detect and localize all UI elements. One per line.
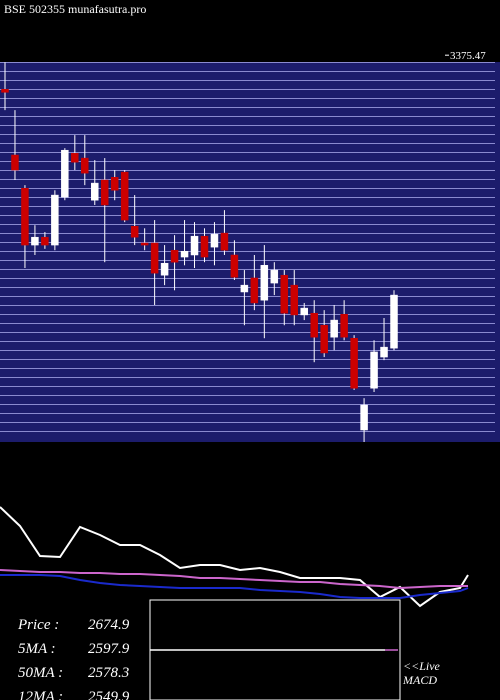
stats: Price : 2674.9 5MA : 2597.9 50MA : 2578.3 12MA… <box>17 617 130 700</box>
stat-value: 2549.9 <box>88 689 130 700</box>
candle-body <box>230 254 239 278</box>
candle-body <box>290 284 299 316</box>
candle-body <box>200 235 209 258</box>
stat-value: 2674.9 <box>88 617 130 633</box>
candle-body <box>390 294 398 349</box>
candle-body <box>170 249 179 263</box>
candle-body <box>280 274 289 314</box>
candle-body <box>41 236 49 246</box>
candle-body <box>120 171 129 221</box>
candle-body <box>190 235 199 256</box>
candle-body <box>240 284 249 293</box>
y-tick-label: 3375.47 <box>450 50 486 62</box>
stat-value: 2578.3 <box>88 665 129 681</box>
stat-label: 5MA : <box>18 641 56 657</box>
macd-label: MACD <box>402 673 437 687</box>
candle-body <box>350 337 358 389</box>
macd-label: <<Live <box>403 659 441 673</box>
indicator-line <box>0 569 468 590</box>
stat-label: Price : <box>17 617 59 633</box>
candle-body <box>140 242 149 246</box>
candle-body <box>330 319 338 338</box>
price-panel: 3375.47 <box>0 50 500 442</box>
candle-body <box>21 187 29 246</box>
candle-body <box>270 269 279 284</box>
candle-body <box>31 236 39 246</box>
candle-body <box>260 265 269 301</box>
candle-body <box>110 177 119 191</box>
candle-body <box>210 233 219 248</box>
candle-body <box>81 157 89 174</box>
candle-body <box>91 182 99 201</box>
candle-body <box>380 346 388 358</box>
candle-body <box>250 277 259 304</box>
candle-body <box>220 232 229 251</box>
candle-body <box>150 242 159 274</box>
candle-body <box>160 262 169 276</box>
candle-body <box>370 351 378 389</box>
indicator-panel <box>0 506 469 608</box>
stat-label: 12MA : <box>18 689 63 700</box>
candle-body <box>320 324 328 354</box>
candle-body <box>11 154 19 171</box>
candle-body <box>51 194 59 246</box>
stat-value: 2597.9 <box>88 641 130 657</box>
candle-body <box>71 153 79 163</box>
chart-title: BSE 502355 munafasutra.pro <box>4 2 146 16</box>
candle-body <box>1 88 9 93</box>
stat-label: 50MA : <box>18 665 63 681</box>
candle-body <box>340 314 348 338</box>
candle-body <box>360 404 368 431</box>
candle-body <box>100 179 109 206</box>
candle-body <box>180 250 189 258</box>
candle-body <box>310 312 318 338</box>
candle-body <box>300 307 308 316</box>
indicator-line <box>0 574 469 599</box>
candle-body <box>61 149 69 198</box>
candle-body <box>130 225 139 238</box>
grid-pattern <box>0 62 495 440</box>
